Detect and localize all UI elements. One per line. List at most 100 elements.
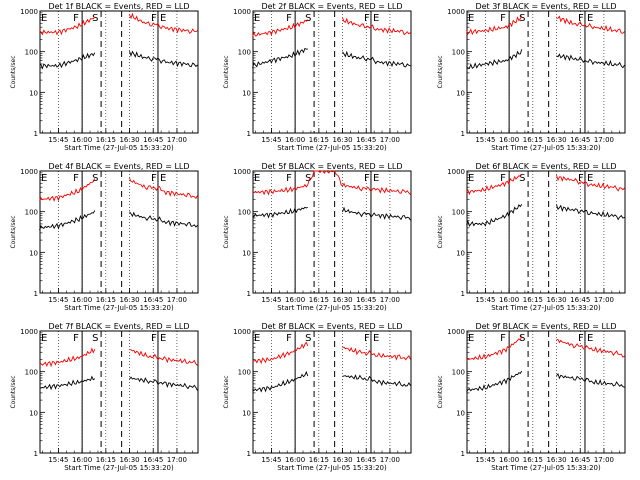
x-tick-label: 16:30 bbox=[332, 456, 352, 464]
y-tick-label: 10 bbox=[456, 249, 465, 257]
interval-label: E bbox=[468, 333, 474, 344]
y-tick-label: 100 bbox=[452, 49, 465, 57]
panel-det-7: Det 7f BLACK = Events, RED = LLD 15:45 16:… bbox=[10, 322, 199, 472]
interval-label: F bbox=[500, 333, 506, 344]
y-tick-label: 1 bbox=[461, 130, 465, 138]
x-tick-label: 17:00 bbox=[167, 456, 187, 464]
y-tick-label: 1 bbox=[247, 450, 251, 458]
series-line-lld-red bbox=[466, 174, 523, 196]
interval-label: S bbox=[92, 13, 98, 24]
x-tick-label: 16:30 bbox=[546, 136, 566, 144]
chart-title: Det 7f BLACK = Events, RED = LLD bbox=[48, 322, 189, 331]
series-line-lld-red bbox=[466, 15, 523, 36]
interval-label: F bbox=[286, 333, 292, 344]
x-axis-label: Start Time (27-Jul-05 15:33:20) bbox=[64, 144, 174, 152]
series-line-lld-red bbox=[252, 341, 309, 365]
x-tick-label: 16:30 bbox=[119, 136, 139, 144]
interval-label: F bbox=[286, 13, 292, 24]
y-tick-label: 10 bbox=[456, 89, 465, 97]
x-axis-label: Start Time (27-Jul-05 15:33:20) bbox=[491, 144, 601, 152]
y-tick-label: 1000 bbox=[233, 168, 251, 176]
interval-label: F bbox=[73, 173, 79, 184]
interval-label: E bbox=[373, 173, 379, 184]
x-tick-label: 16:00 bbox=[285, 136, 305, 144]
y-tick-label: 1000 bbox=[20, 8, 38, 16]
x-tick-label: 17:00 bbox=[167, 296, 187, 304]
x-tick-label: 16:15 bbox=[523, 296, 543, 304]
series-line-events-black bbox=[129, 50, 198, 68]
x-tick-label: 16:15 bbox=[523, 456, 543, 464]
x-tick-label: 16:00 bbox=[72, 456, 92, 464]
x-tick-label: 16:30 bbox=[546, 456, 566, 464]
x-tick-label: 16:45 bbox=[356, 136, 376, 144]
y-tick-label: 10 bbox=[242, 409, 251, 417]
y-tick-label: 1 bbox=[461, 290, 465, 298]
x-tick-label: 16:15 bbox=[96, 456, 116, 464]
x-tick-label: 16:30 bbox=[332, 136, 352, 144]
series-line-lld-red bbox=[556, 338, 625, 358]
interval-label: E bbox=[373, 13, 379, 24]
y-axis-label: Counts/sec bbox=[223, 55, 230, 88]
x-tick-label: 16:45 bbox=[356, 456, 376, 464]
series-line-lld-red bbox=[556, 174, 625, 192]
series-line-lld-red bbox=[39, 347, 96, 368]
plot-frame bbox=[466, 10, 626, 134]
y-tick-label: 1 bbox=[461, 450, 465, 458]
x-tick-label: 16:00 bbox=[285, 456, 305, 464]
series-line-events-black bbox=[342, 374, 411, 387]
x-tick-label: 16:15 bbox=[309, 296, 329, 304]
y-tick-label: 100 bbox=[452, 209, 465, 217]
x-tick-label: 16:15 bbox=[523, 136, 543, 144]
x-tick-label: 17:00 bbox=[594, 136, 614, 144]
y-tick-label: 1 bbox=[34, 130, 38, 138]
series-line-lld-red bbox=[39, 178, 96, 203]
interval-label: S bbox=[305, 173, 311, 184]
x-tick-label: 16:45 bbox=[570, 296, 590, 304]
plot-frame bbox=[466, 330, 626, 454]
y-tick-label: 1 bbox=[34, 450, 38, 458]
series-line-events-black bbox=[39, 52, 96, 70]
y-tick-label: 1000 bbox=[233, 328, 251, 336]
y-tick-label: 1000 bbox=[447, 8, 465, 16]
x-tick-label: 16:45 bbox=[356, 296, 376, 304]
series-line-events-black bbox=[466, 204, 523, 227]
x-tick-label: 16:15 bbox=[96, 296, 116, 304]
y-tick-label: 10 bbox=[242, 89, 251, 97]
x-tick-label: 15:45 bbox=[48, 296, 68, 304]
series-line-lld-red bbox=[342, 346, 411, 361]
x-tick-label: 15:45 bbox=[48, 136, 68, 144]
y-axis-label: Counts/sec bbox=[223, 215, 230, 248]
series-line-events-black bbox=[556, 204, 625, 221]
interval-label: E bbox=[254, 13, 260, 24]
y-tick-label: 10 bbox=[29, 409, 38, 417]
x-tick-label: 16:45 bbox=[143, 456, 163, 464]
interval-label: F bbox=[364, 13, 370, 24]
interval-label: E bbox=[160, 333, 166, 344]
y-tick-label: 100 bbox=[25, 209, 38, 217]
x-axis-label: Start Time (27-Jul-05 15:33:20) bbox=[64, 304, 174, 312]
panel-det-4: Det 4f BLACK = Events, RED = LLD 15:45 16:… bbox=[10, 162, 199, 312]
interval-label: E bbox=[41, 173, 47, 184]
interval-label: E bbox=[160, 13, 166, 24]
x-tick-label: 17:00 bbox=[594, 296, 614, 304]
interval-label: E bbox=[373, 333, 379, 344]
y-tick-label: 10 bbox=[242, 249, 251, 257]
interval-label: S bbox=[92, 173, 98, 184]
x-tick-label: 15:45 bbox=[48, 456, 68, 464]
y-tick-label: 100 bbox=[238, 369, 251, 377]
series-line-lld-red bbox=[129, 349, 198, 366]
interval-label: E bbox=[468, 173, 474, 184]
panel-det-6: Det 6f BLACK = Events, RED = LLD 15:45 16:… bbox=[437, 162, 626, 312]
series-line-events-black bbox=[39, 210, 96, 231]
series-line-lld-red bbox=[39, 16, 96, 36]
x-tick-label: 17:00 bbox=[380, 296, 400, 304]
chart-title: Det 4f BLACK = Events, RED = LLD bbox=[48, 162, 189, 171]
interval-label: F bbox=[73, 13, 79, 24]
series-line-lld-red bbox=[556, 15, 625, 34]
interval-label: F bbox=[73, 333, 79, 344]
chart-title: Det 5f BLACK = Events, RED = LLD bbox=[261, 162, 402, 171]
y-tick-label: 100 bbox=[452, 369, 465, 377]
x-tick-label: 17:00 bbox=[594, 456, 614, 464]
chart-title: Det 2f BLACK = Events, RED = LLD bbox=[261, 2, 402, 11]
series-line-lld-red bbox=[252, 170, 411, 196]
